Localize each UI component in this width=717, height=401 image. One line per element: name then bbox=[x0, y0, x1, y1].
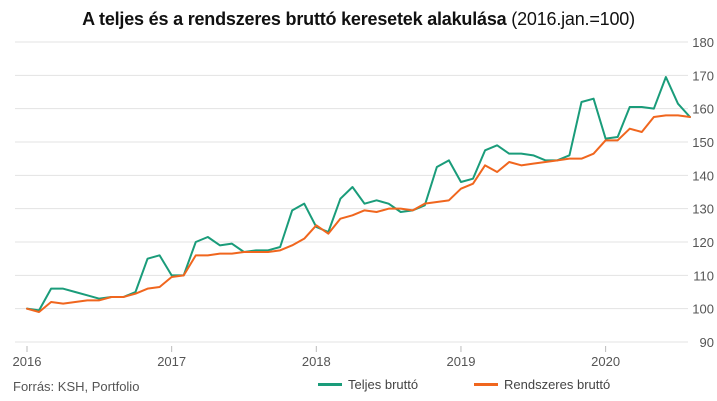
y-tick-label: 120 bbox=[692, 235, 714, 250]
source-note: Forrás: KSH, Portfolio bbox=[13, 379, 140, 394]
series-line-rendszeres bbox=[26, 114, 691, 313]
y-tick-label: 160 bbox=[692, 102, 714, 117]
legend-swatch-teljes bbox=[318, 383, 342, 386]
legend-label-rendszeres: Rendszeres bruttó bbox=[504, 377, 611, 392]
y-tick-label: 100 bbox=[692, 302, 714, 317]
y-tick-label: 140 bbox=[692, 168, 714, 183]
x-tick-label: 2020 bbox=[591, 354, 620, 369]
y-tick-label: 90 bbox=[700, 335, 714, 350]
x-tick-label: 2018 bbox=[302, 354, 331, 369]
chart-title-main: A teljes és a rendszeres bruttó keresete… bbox=[82, 9, 507, 29]
legend-item-rendszeres: Rendszeres bruttó bbox=[474, 377, 610, 392]
y-tick-label: 180 bbox=[692, 35, 714, 50]
chart-title-subtitle: (2016.jan.=100) bbox=[511, 9, 635, 29]
y-tick-label: 170 bbox=[692, 68, 714, 83]
x-tick-label: 2016 bbox=[13, 354, 42, 369]
legend-swatch-rendszeres bbox=[474, 383, 498, 386]
legend-item-teljes: Teljes bruttó bbox=[318, 377, 418, 392]
x-tick-label: 2019 bbox=[447, 354, 476, 369]
y-tick-label: 130 bbox=[692, 202, 714, 217]
legend-label-teljes: Teljes bruttó bbox=[348, 377, 419, 392]
y-tick-label: 150 bbox=[692, 135, 714, 150]
chart-title: A teljes és a rendszeres bruttó keresete… bbox=[0, 9, 717, 30]
x-tick-label: 2017 bbox=[157, 354, 186, 369]
y-tick-label: 110 bbox=[693, 268, 714, 283]
series-line-teljes bbox=[26, 76, 691, 312]
